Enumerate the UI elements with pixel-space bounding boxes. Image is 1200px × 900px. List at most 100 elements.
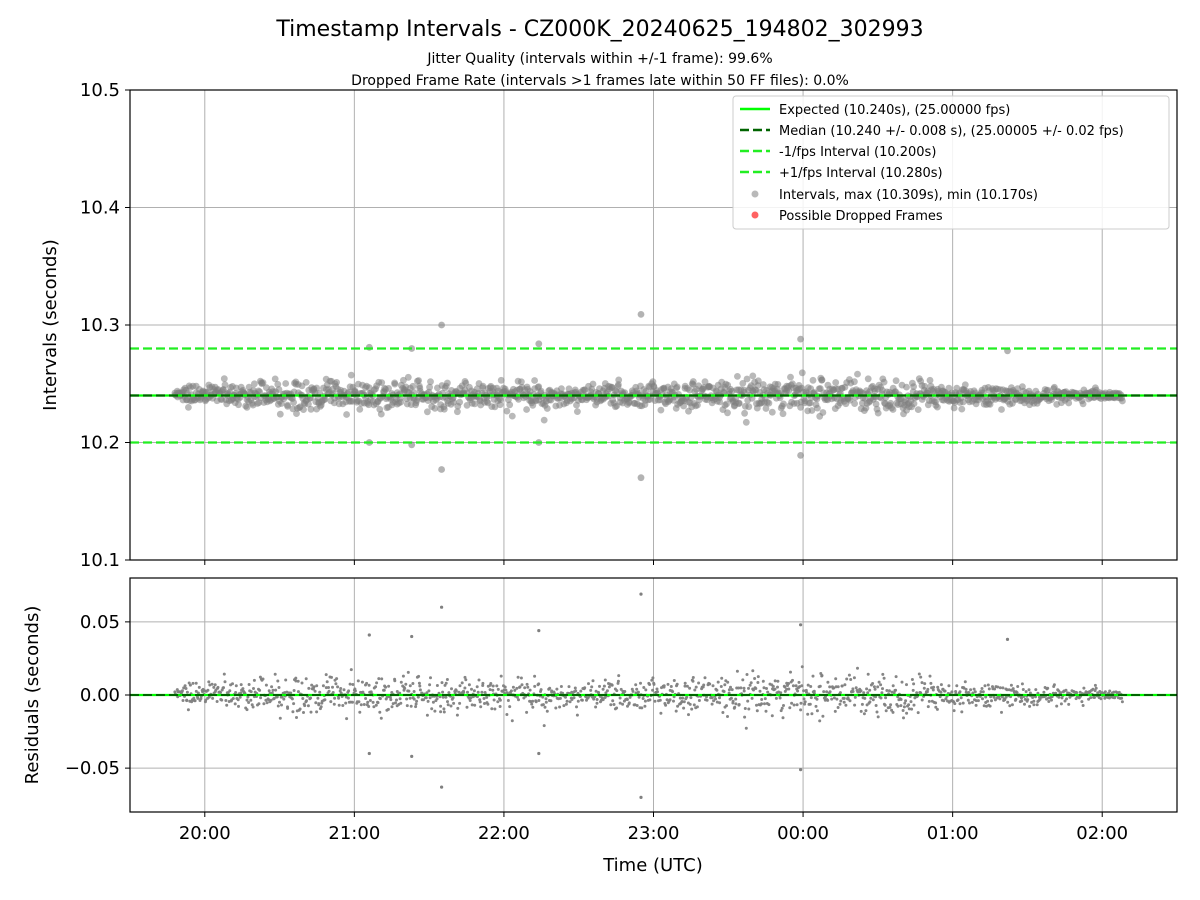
residuals-panel: −0.05 0.00 0.05 20:00 21:00 22:00 23:00 00:00 0… bbox=[22, 577, 1178, 876]
interval-point bbox=[723, 400, 730, 408]
interval-point bbox=[735, 399, 743, 407]
residual-point bbox=[570, 698, 574, 701]
residual-point bbox=[228, 689, 232, 693]
residual-point bbox=[330, 675, 333, 679]
residual-point bbox=[691, 679, 695, 683]
residual-point bbox=[939, 690, 943, 694]
residual-point bbox=[734, 697, 738, 701]
residual-point bbox=[799, 708, 803, 712]
residual-point bbox=[252, 678, 256, 682]
residual-point bbox=[314, 701, 318, 705]
residual-point bbox=[603, 678, 607, 682]
residual-point bbox=[748, 683, 752, 687]
residual-point bbox=[594, 689, 598, 693]
residual-point bbox=[1093, 689, 1097, 693]
residual-point bbox=[496, 687, 500, 691]
residual-point bbox=[447, 691, 451, 695]
residual-point bbox=[1064, 688, 1068, 692]
residual-point bbox=[907, 707, 911, 711]
residual-point bbox=[1023, 702, 1026, 706]
interval-point bbox=[851, 400, 858, 407]
residual-point bbox=[625, 698, 629, 701]
residual-point bbox=[687, 713, 690, 717]
residual-point bbox=[386, 707, 390, 711]
residual-point bbox=[183, 684, 187, 688]
residual-point bbox=[715, 700, 719, 704]
residual-point bbox=[450, 687, 453, 691]
residual-outlier-point bbox=[537, 629, 541, 633]
residual-point bbox=[833, 709, 837, 713]
residuals-y-ticks: −0.05 0.00 0.05 bbox=[65, 612, 130, 779]
residual-point bbox=[1093, 696, 1096, 699]
residual-point bbox=[974, 699, 978, 703]
intervals-y-tick-label: 10.1 bbox=[80, 550, 120, 571]
residual-point bbox=[642, 686, 646, 689]
legend-label-intervals: Intervals, max (10.309s), min (10.170s) bbox=[779, 188, 1038, 203]
residual-point bbox=[310, 683, 314, 687]
residual-point bbox=[782, 704, 785, 707]
residual-point bbox=[1032, 703, 1036, 707]
residual-point bbox=[589, 688, 593, 692]
interval-point bbox=[397, 398, 405, 406]
residual-point bbox=[796, 689, 800, 693]
residual-point bbox=[729, 685, 732, 689]
residual-point bbox=[516, 675, 520, 679]
residual-point bbox=[802, 697, 806, 701]
residual-outlier-point bbox=[440, 785, 444, 789]
residual-point bbox=[541, 703, 545, 707]
residual-point bbox=[271, 688, 275, 692]
residual-point bbox=[216, 685, 220, 689]
residual-point bbox=[592, 697, 596, 701]
residual-point bbox=[641, 697, 645, 700]
residual-point bbox=[726, 680, 730, 684]
residual-point bbox=[871, 682, 875, 685]
residual-point bbox=[334, 682, 338, 686]
residual-point bbox=[414, 705, 418, 709]
residual-point bbox=[872, 685, 876, 689]
residual-point bbox=[321, 684, 325, 688]
residual-point bbox=[636, 690, 640, 694]
residual-point bbox=[531, 705, 535, 709]
residual-point bbox=[237, 704, 240, 708]
residual-point bbox=[290, 697, 294, 701]
residual-point bbox=[808, 702, 812, 706]
residual-point bbox=[875, 710, 879, 714]
interval-point bbox=[768, 408, 776, 416]
residual-point bbox=[981, 690, 985, 694]
residual-point bbox=[840, 684, 844, 688]
residual-point bbox=[476, 690, 480, 694]
residual-point bbox=[544, 697, 548, 701]
residual-point bbox=[1016, 685, 1020, 688]
residual-point bbox=[261, 677, 265, 681]
interval-point bbox=[903, 383, 910, 391]
interval-point bbox=[657, 406, 665, 414]
residual-point bbox=[800, 665, 804, 669]
residual-point bbox=[803, 702, 807, 706]
residual-point bbox=[814, 704, 818, 708]
residual-point bbox=[682, 706, 686, 710]
residual-point bbox=[509, 689, 513, 693]
residual-point bbox=[347, 689, 351, 693]
residual-point bbox=[534, 700, 538, 704]
residual-point bbox=[1006, 700, 1010, 704]
residual-point bbox=[296, 679, 300, 683]
residual-point bbox=[752, 688, 755, 692]
residual-point bbox=[742, 689, 746, 693]
residual-point bbox=[515, 686, 519, 690]
residual-point bbox=[446, 700, 449, 704]
residual-point bbox=[882, 676, 886, 680]
residual-point bbox=[466, 690, 469, 694]
residual-point bbox=[664, 703, 668, 707]
residual-point bbox=[880, 691, 884, 695]
residual-point bbox=[292, 702, 296, 706]
residual-point bbox=[1034, 688, 1038, 692]
residual-point bbox=[916, 711, 920, 715]
residual-point bbox=[389, 698, 393, 702]
residual-point bbox=[760, 702, 764, 706]
residual-point bbox=[834, 677, 838, 681]
interval-point bbox=[365, 384, 373, 392]
residual-point bbox=[1005, 688, 1009, 692]
interval-point bbox=[235, 401, 242, 409]
residual-point bbox=[531, 699, 535, 703]
residual-point bbox=[312, 685, 316, 689]
